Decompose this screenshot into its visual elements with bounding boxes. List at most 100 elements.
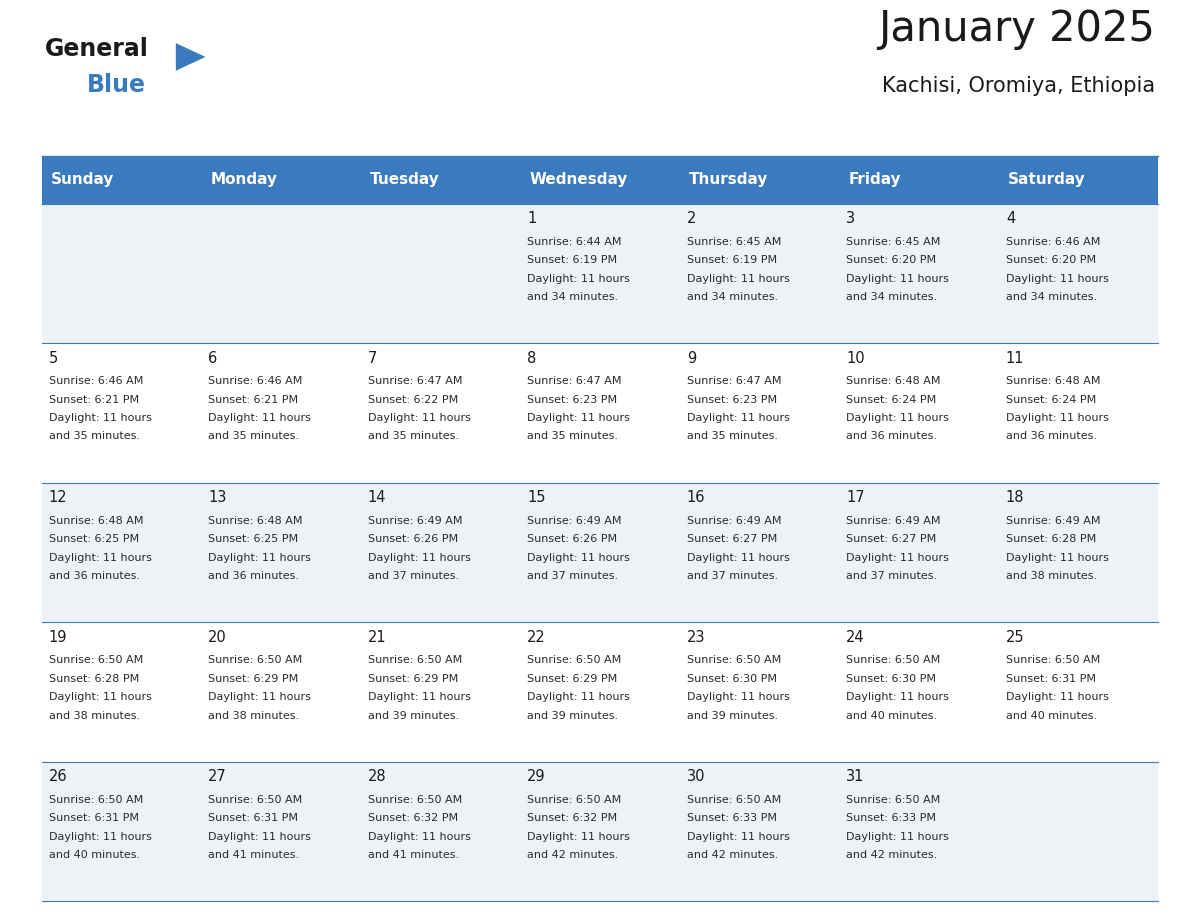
Text: and 42 minutes.: and 42 minutes. [527,850,619,860]
Text: Daylight: 11 hours: Daylight: 11 hours [368,413,470,423]
Text: and 40 minutes.: and 40 minutes. [846,711,937,721]
Text: General: General [45,37,148,61]
Text: and 36 minutes.: and 36 minutes. [208,571,299,581]
Text: Sunset: 6:26 PM: Sunset: 6:26 PM [368,534,457,544]
Text: Sunset: 6:21 PM: Sunset: 6:21 PM [49,395,139,405]
Text: Daylight: 11 hours: Daylight: 11 hours [687,413,790,423]
Text: Sunrise: 6:50 AM: Sunrise: 6:50 AM [208,795,303,805]
Text: and 35 minutes.: and 35 minutes. [527,431,618,442]
Text: Sunrise: 6:47 AM: Sunrise: 6:47 AM [368,376,462,386]
Text: Sunset: 6:30 PM: Sunset: 6:30 PM [846,674,936,684]
Bar [42,483,1158,622]
Text: Sunset: 6:27 PM: Sunset: 6:27 PM [846,534,936,544]
Text: Daylight: 11 hours: Daylight: 11 hours [687,274,790,284]
Text: Sunset: 6:20 PM: Sunset: 6:20 PM [1006,255,1097,265]
Text: 6: 6 [208,351,217,365]
Text: Sunrise: 6:49 AM: Sunrise: 6:49 AM [846,516,941,526]
Text: Sunset: 6:30 PM: Sunset: 6:30 PM [687,674,777,684]
Text: Daylight: 11 hours: Daylight: 11 hours [208,692,311,702]
Text: and 41 minutes.: and 41 minutes. [208,850,299,860]
Text: Sunrise: 6:48 AM: Sunrise: 6:48 AM [208,516,303,526]
Text: Sunset: 6:31 PM: Sunset: 6:31 PM [49,813,139,823]
Text: Sunrise: 6:50 AM: Sunrise: 6:50 AM [1006,655,1100,666]
Text: Daylight: 11 hours: Daylight: 11 hours [1006,692,1108,702]
Text: Sunrise: 6:49 AM: Sunrise: 6:49 AM [1006,516,1100,526]
Text: and 37 minutes.: and 37 minutes. [846,571,937,581]
Text: Sunset: 6:22 PM: Sunset: 6:22 PM [368,395,459,405]
Text: Sunset: 6:29 PM: Sunset: 6:29 PM [368,674,459,684]
Text: and 37 minutes.: and 37 minutes. [368,571,459,581]
Text: Daylight: 11 hours: Daylight: 11 hours [846,692,949,702]
Text: Sunset: 6:28 PM: Sunset: 6:28 PM [1006,534,1097,544]
Text: and 40 minutes.: and 40 minutes. [1006,711,1097,721]
Text: 31: 31 [846,769,865,784]
Text: 24: 24 [846,630,865,644]
Text: 28: 28 [368,769,386,784]
Text: Daylight: 11 hours: Daylight: 11 hours [527,413,630,423]
Bar [42,204,1158,343]
Text: and 34 minutes.: and 34 minutes. [846,292,937,302]
Text: Sunset: 6:29 PM: Sunset: 6:29 PM [208,674,298,684]
Text: Daylight: 11 hours: Daylight: 11 hours [687,553,790,563]
Text: and 36 minutes.: and 36 minutes. [49,571,140,581]
Text: 21: 21 [368,630,386,644]
Text: Daylight: 11 hours: Daylight: 11 hours [687,832,790,842]
Text: 16: 16 [687,490,706,505]
Text: Sunrise: 6:49 AM: Sunrise: 6:49 AM [368,516,462,526]
Text: and 39 minutes.: and 39 minutes. [687,711,778,721]
Text: Sunset: 6:32 PM: Sunset: 6:32 PM [368,813,457,823]
Text: and 38 minutes.: and 38 minutes. [49,711,140,721]
Text: 26: 26 [49,769,68,784]
Text: and 35 minutes.: and 35 minutes. [687,431,778,442]
Text: Daylight: 11 hours: Daylight: 11 hours [846,832,949,842]
Text: and 34 minutes.: and 34 minutes. [527,292,619,302]
Text: Daylight: 11 hours: Daylight: 11 hours [49,832,152,842]
Text: Sunset: 6:23 PM: Sunset: 6:23 PM [687,395,777,405]
Text: Sunset: 6:23 PM: Sunset: 6:23 PM [527,395,618,405]
Text: 4: 4 [1006,211,1016,226]
Text: 7: 7 [368,351,377,365]
Text: Kachisi, Oromiya, Ethiopia: Kachisi, Oromiya, Ethiopia [881,76,1155,96]
Text: Sunset: 6:25 PM: Sunset: 6:25 PM [49,534,139,544]
Text: Daylight: 11 hours: Daylight: 11 hours [1006,553,1108,563]
Text: 15: 15 [527,490,545,505]
Text: 30: 30 [687,769,706,784]
Text: Daylight: 11 hours: Daylight: 11 hours [208,413,311,423]
Text: Daylight: 11 hours: Daylight: 11 hours [49,413,152,423]
Text: Sunrise: 6:50 AM: Sunrise: 6:50 AM [49,655,143,666]
Text: 19: 19 [49,630,68,644]
Text: 11: 11 [1006,351,1024,365]
Text: Daylight: 11 hours: Daylight: 11 hours [527,832,630,842]
Text: Sunset: 6:33 PM: Sunset: 6:33 PM [846,813,936,823]
Text: and 35 minutes.: and 35 minutes. [49,431,140,442]
Text: 9: 9 [687,351,696,365]
Text: and 37 minutes.: and 37 minutes. [687,571,778,581]
Text: 10: 10 [846,351,865,365]
Text: 5: 5 [49,351,58,365]
Text: Daylight: 11 hours: Daylight: 11 hours [527,553,630,563]
Text: and 35 minutes.: and 35 minutes. [208,431,299,442]
Text: Monday: Monday [210,173,278,187]
Text: Daylight: 11 hours: Daylight: 11 hours [368,692,470,702]
Bar [42,343,1158,483]
Text: 8: 8 [527,351,537,365]
Text: Sunrise: 6:50 AM: Sunrise: 6:50 AM [208,655,303,666]
Text: Sunset: 6:21 PM: Sunset: 6:21 PM [208,395,298,405]
Text: Sunrise: 6:50 AM: Sunrise: 6:50 AM [687,655,781,666]
Text: 2: 2 [687,211,696,226]
Text: Sunrise: 6:48 AM: Sunrise: 6:48 AM [846,376,941,386]
Text: Sunrise: 6:50 AM: Sunrise: 6:50 AM [687,795,781,805]
Text: Sunday: Sunday [51,173,114,187]
Text: Sunrise: 6:45 AM: Sunrise: 6:45 AM [846,237,941,247]
Text: Daylight: 11 hours: Daylight: 11 hours [527,692,630,702]
Text: Sunset: 6:26 PM: Sunset: 6:26 PM [527,534,618,544]
Text: Sunset: 6:25 PM: Sunset: 6:25 PM [208,534,298,544]
Text: Daylight: 11 hours: Daylight: 11 hours [208,553,311,563]
Text: and 39 minutes.: and 39 minutes. [368,711,459,721]
Text: and 34 minutes.: and 34 minutes. [687,292,778,302]
Text: Sunrise: 6:46 AM: Sunrise: 6:46 AM [208,376,303,386]
Text: and 41 minutes.: and 41 minutes. [368,850,459,860]
Text: Daylight: 11 hours: Daylight: 11 hours [687,692,790,702]
Text: Sunrise: 6:50 AM: Sunrise: 6:50 AM [368,795,462,805]
Text: Daylight: 11 hours: Daylight: 11 hours [49,692,152,702]
